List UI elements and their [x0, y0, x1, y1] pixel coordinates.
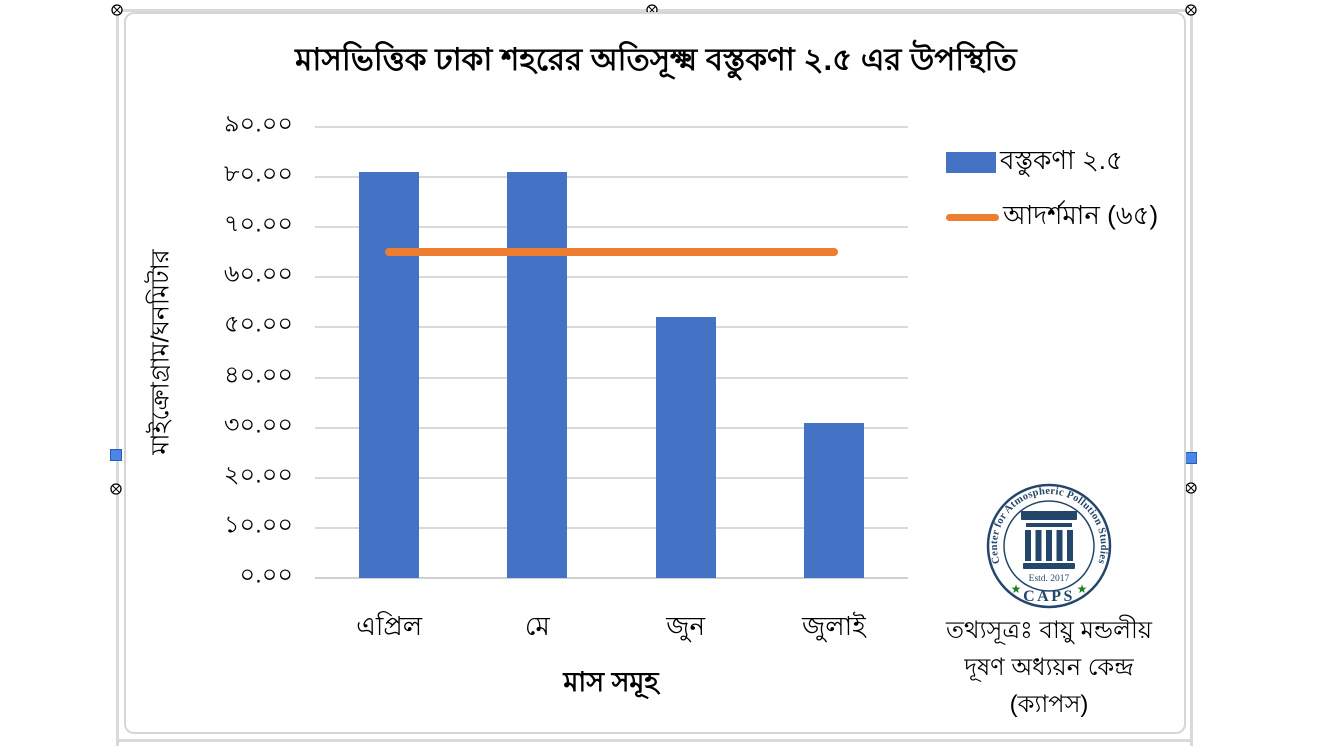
logo-inner-ring	[1003, 500, 1095, 592]
legend-label-standard: আদর্শমান (৬৫)	[1003, 200, 1159, 230]
logo-star-left-icon: ★	[1011, 582, 1022, 596]
source-note-line3: (ক্যাপস)	[1009, 691, 1089, 718]
logo-building-icon	[1021, 511, 1077, 569]
x-axis-title: মাস সমূহ	[563, 667, 659, 697]
y-axis-title: মাইক্রোগ্রাম/ঘনমিটার	[146, 249, 175, 455]
resize-handle-left[interactable]	[110, 449, 122, 461]
anchor-mark-right-icon	[1185, 482, 1197, 494]
logo-acronym-text: CAPS	[1023, 588, 1075, 605]
caps-logo: Center for Atmospheric Pollution Studies…	[985, 482, 1113, 610]
source-note-line2: দূষণ অধ্যয়ন কেন্দ্র	[964, 654, 1134, 681]
frame-line-bottom	[116, 739, 1193, 742]
frame-line-left	[116, 9, 119, 746]
chart-object[interactable]	[124, 12, 1186, 734]
source-note: তথ্যসূত্রঃ বায়ু মন্ডলীয় দূষণ অধ্যয়ন ক…	[918, 612, 1180, 723]
caps-logo-image: Center for Atmospheric Pollution Studies…	[986, 483, 1112, 609]
anchor-mark-left-icon	[110, 483, 122, 495]
legend-label-pm25: বস্তুকণা ২.৫	[1000, 145, 1123, 175]
chart-title: মাসভিত্তিক ঢাকা শহরের অতিসূক্ষ্ম বস্তুকণ…	[295, 42, 1017, 77]
legend-swatch-line	[946, 213, 999, 221]
logo-established-text: Estd. 2017	[1029, 574, 1070, 584]
anchor-mark-top-right-icon	[1185, 4, 1197, 16]
logo-star-right-icon: ★	[1077, 582, 1088, 596]
frame-line-right	[1190, 9, 1193, 746]
resize-handle-right[interactable]	[1185, 452, 1197, 464]
legend-item-pm25: বস্তুকণা ২.৫	[946, 140, 1123, 184]
legend-item-standard: আদর্শমান (৬৫)	[946, 195, 1158, 239]
anchor-mark-top-left-icon	[111, 4, 123, 16]
legend-swatch-bar	[946, 151, 996, 173]
source-note-line1: তথ্যসূত্রঃ বায়ু মন্ডলীয়	[946, 617, 1152, 644]
